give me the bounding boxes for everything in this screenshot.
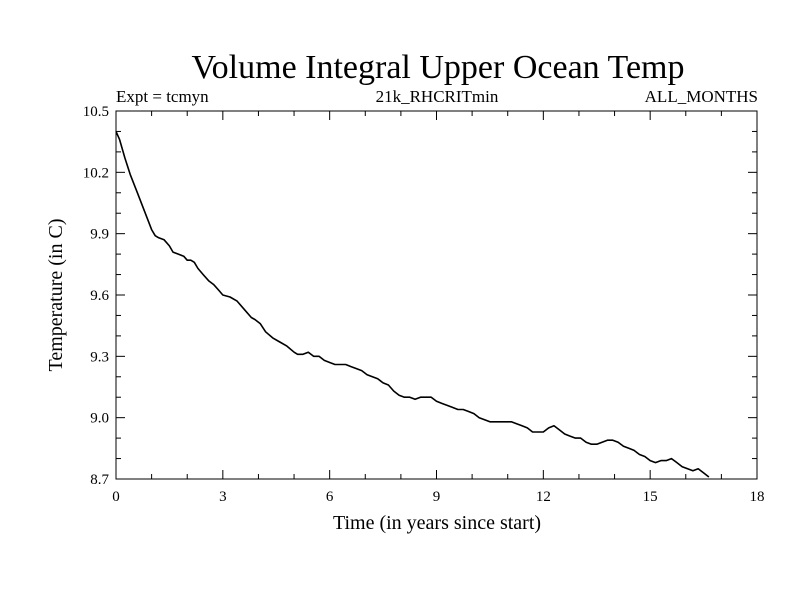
plot-frame xyxy=(115,110,758,480)
x-axis: 0 3 6 9 12 15 18 xyxy=(112,111,765,505)
subtitle-months: ALL_MONTHS xyxy=(645,87,758,106)
x-axis-label: Time (in years since start) xyxy=(333,512,541,534)
subtitle-run: 21k_RHCRITmin xyxy=(376,87,499,106)
x-tick-label: 9 xyxy=(433,489,441,505)
y-tick-label: 9.9 xyxy=(90,227,109,243)
x-tick-label: 15 xyxy=(643,489,658,505)
y-tick-label: 9.6 xyxy=(90,288,109,304)
y-axis-label: Temperature (in C) xyxy=(45,219,67,372)
series-layer xyxy=(115,131,710,478)
y-tick-label: 10.5 xyxy=(83,104,109,120)
x-tick-label: 3 xyxy=(219,489,227,505)
x-tick-label: 18 xyxy=(750,489,765,505)
x-tick-label: 12 xyxy=(536,489,551,505)
y-tick-label: 9.0 xyxy=(90,411,109,427)
subtitle-experiment: Expt = tcmyn xyxy=(116,87,209,106)
y-tick-label: 10.2 xyxy=(83,165,109,181)
y-tick-label: 8.7 xyxy=(90,472,109,488)
x-tick-label: 6 xyxy=(326,489,334,505)
series-line-temperature xyxy=(115,131,710,478)
y-axis: 8.7 9.0 9.3 9.6 9.9 10.2 10.5 xyxy=(83,104,757,488)
chart-title: Volume Integral Upper Ocean Temp xyxy=(192,49,685,86)
y-tick-label: 9.3 xyxy=(90,349,109,365)
x-tick-label: 0 xyxy=(112,489,120,505)
